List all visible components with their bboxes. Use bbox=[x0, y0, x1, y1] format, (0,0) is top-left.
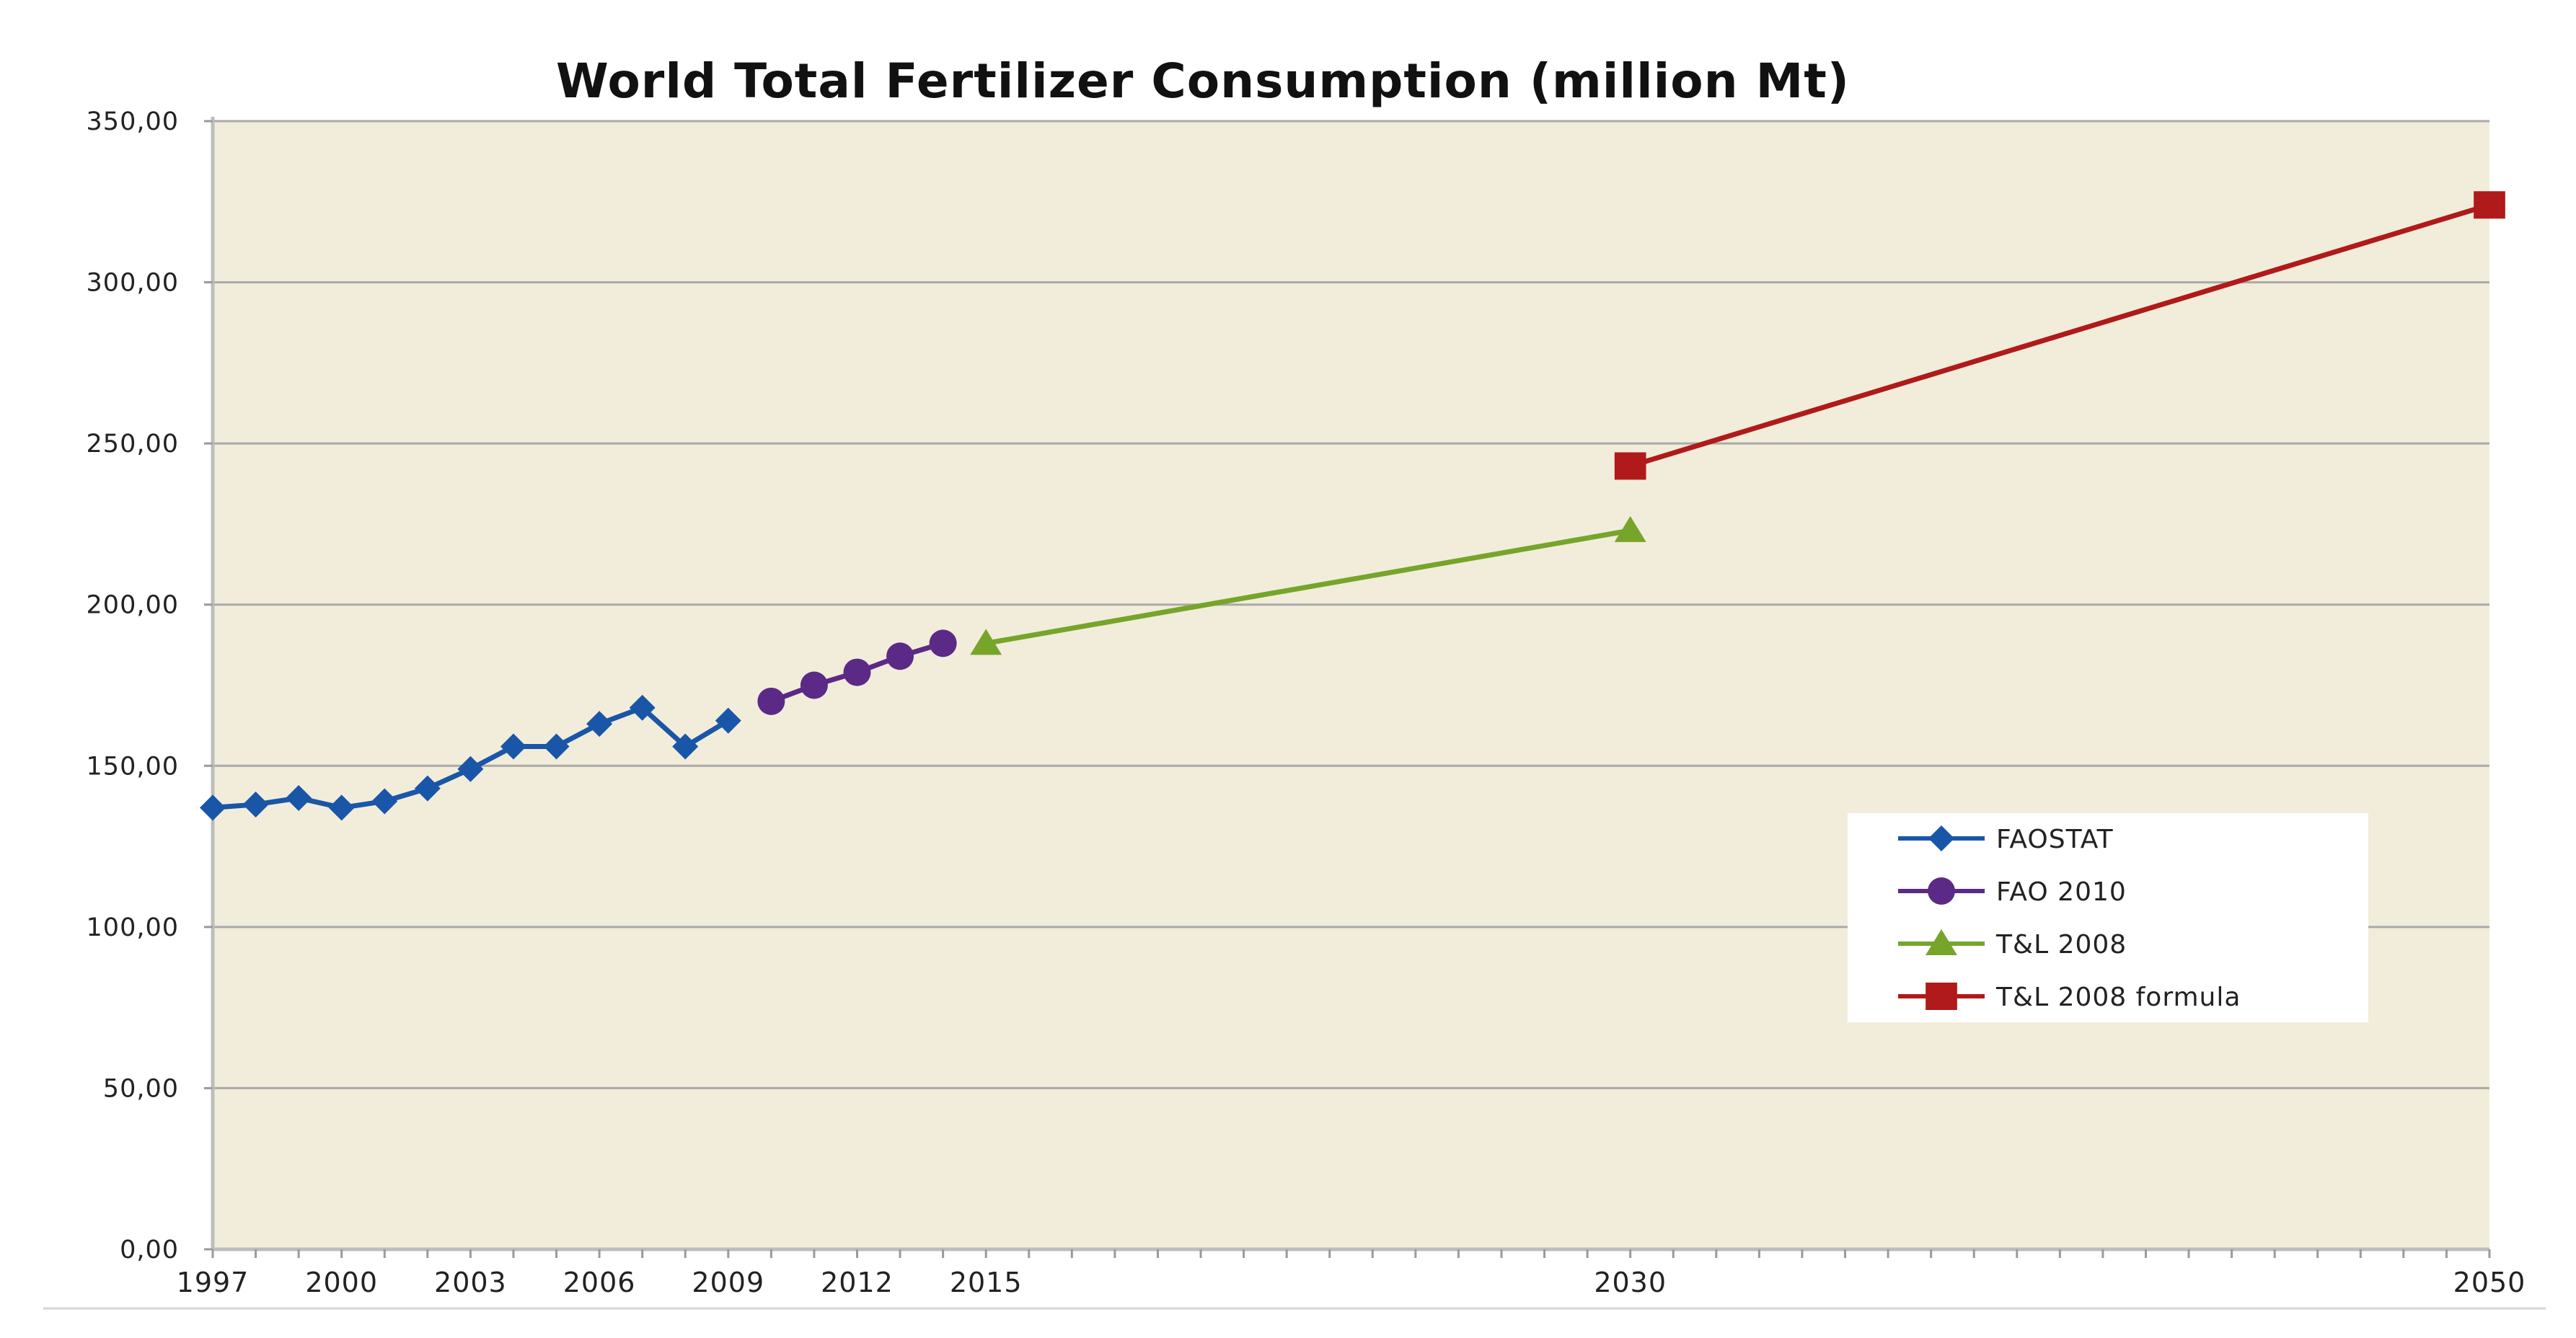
series-group bbox=[200, 191, 2505, 821]
series-3 bbox=[1614, 191, 2505, 480]
x-tick-label: 2000 bbox=[305, 1267, 378, 1298]
y-tick-label: 50,00 bbox=[103, 1074, 179, 1103]
y-tick-label: 100,00 bbox=[87, 913, 179, 942]
legend-label: FAOSTAT bbox=[1996, 825, 2114, 854]
data-point bbox=[457, 756, 484, 782]
data-point bbox=[586, 711, 613, 737]
data-point bbox=[800, 671, 828, 699]
legend-label: FAO 2010 bbox=[1996, 877, 2127, 907]
data-point bbox=[1614, 452, 1646, 480]
data-point bbox=[715, 707, 741, 734]
x-tick-label: 2009 bbox=[692, 1267, 764, 1298]
data-point bbox=[200, 794, 226, 821]
y-tick-label: 0,00 bbox=[120, 1236, 179, 1264]
legend-label: T&L 2008 bbox=[1995, 930, 2127, 960]
chart-title: World Total Fertilizer Consumption (mill… bbox=[556, 53, 1850, 109]
data-point bbox=[843, 658, 871, 686]
legend: FAOSTAT FAO 2010 T&L 2008 T&L 2008 formula bbox=[1848, 813, 2368, 1022]
plot-background-group bbox=[213, 121, 2489, 1249]
data-point bbox=[886, 642, 914, 670]
y-axis-ticks: 0,00 50,00 100,00 150,00 200,00 250,00 300,00 3… bbox=[87, 107, 213, 1264]
series-line bbox=[985, 528, 1631, 646]
legend-swatch-marker bbox=[1928, 877, 1955, 905]
data-point bbox=[286, 785, 312, 811]
legend-swatch-marker bbox=[1928, 825, 1954, 851]
axes bbox=[43, 117, 2546, 1310]
y-tick-label: 300,00 bbox=[87, 269, 179, 298]
x-tick-label: 1997 bbox=[177, 1267, 250, 1298]
x-tick-label: 2012 bbox=[821, 1267, 894, 1298]
x-tick-label: 2015 bbox=[950, 1267, 1023, 1298]
data-point bbox=[629, 694, 656, 721]
data-point bbox=[672, 733, 699, 760]
data-point bbox=[2474, 191, 2505, 219]
y-tick-label: 250,00 bbox=[87, 430, 179, 458]
legend-swatch-marker bbox=[1926, 929, 1957, 955]
x-tick-label: 2030 bbox=[1594, 1267, 1667, 1298]
x-axis-ticks: 1997 2000 2003 2006 2009 2012 2015 2030 2050 bbox=[177, 1249, 2526, 1298]
data-point bbox=[500, 733, 526, 760]
y-tick-label: 200,00 bbox=[87, 591, 179, 620]
x-tick-label: 2006 bbox=[563, 1267, 636, 1298]
y-tick-label: 350,00 bbox=[87, 107, 179, 136]
data-point bbox=[371, 788, 398, 815]
series-0 bbox=[200, 694, 741, 821]
data-point bbox=[414, 775, 441, 802]
legend-swatch-marker bbox=[1926, 983, 1957, 1010]
y-tick-label: 150,00 bbox=[87, 752, 179, 781]
plot-area bbox=[213, 121, 2489, 1249]
data-point bbox=[970, 629, 1002, 655]
data-point bbox=[328, 794, 355, 821]
data-point bbox=[242, 791, 269, 818]
x-tick-label: 2003 bbox=[434, 1267, 507, 1298]
data-point bbox=[543, 733, 570, 760]
data-point bbox=[757, 687, 785, 715]
legend-label: T&L 2008 formula bbox=[1995, 983, 2241, 1012]
series-1 bbox=[757, 629, 957, 715]
series-2 bbox=[970, 515, 1646, 655]
x-tick-label: 2050 bbox=[2453, 1267, 2526, 1298]
grid-lines bbox=[213, 120, 2489, 1089]
data-point bbox=[1614, 515, 1646, 542]
data-point bbox=[929, 629, 957, 657]
series-line bbox=[1629, 202, 2491, 469]
